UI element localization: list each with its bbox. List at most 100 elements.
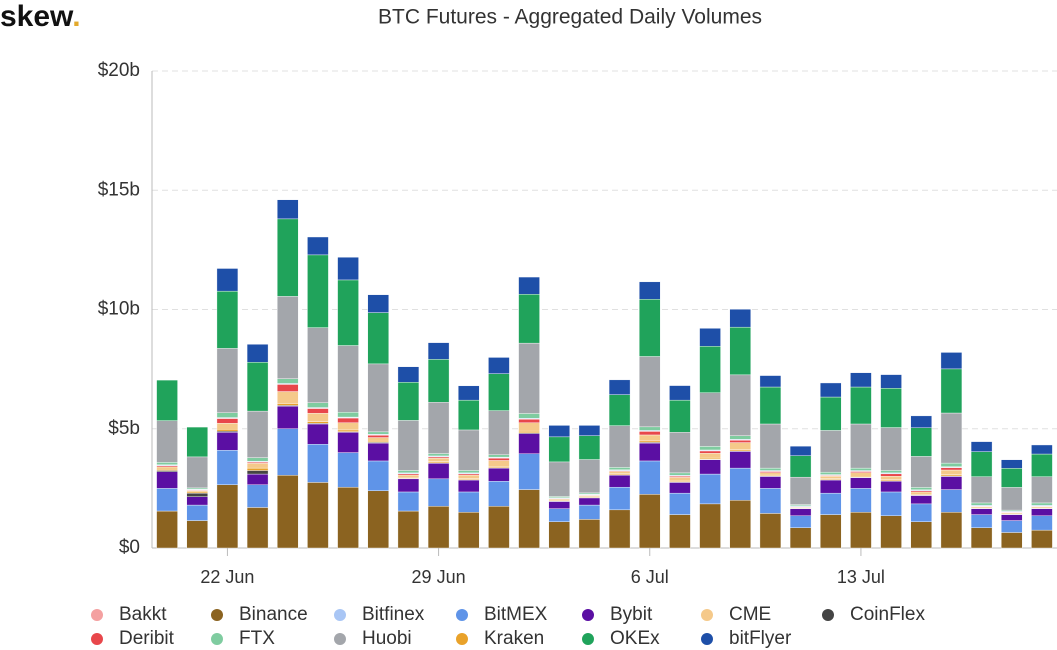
bar-segment bbox=[246, 344, 269, 363]
bar-segment bbox=[970, 502, 993, 506]
bar-segment bbox=[337, 417, 359, 423]
bar-segment bbox=[277, 199, 299, 220]
bar-segment bbox=[639, 356, 661, 428]
bar-segment bbox=[608, 509, 631, 549]
legend-label: Kraken bbox=[484, 628, 544, 649]
bar-segment bbox=[488, 373, 510, 411]
bar-segment bbox=[820, 476, 842, 479]
bar-segment bbox=[397, 382, 420, 421]
bar-segment bbox=[910, 487, 932, 491]
legend-label: OKEx bbox=[610, 628, 660, 649]
bar-segment bbox=[970, 441, 993, 452]
legend-item: bitFlyer bbox=[701, 628, 792, 649]
bar-segment bbox=[277, 384, 299, 392]
bar-segment bbox=[337, 452, 359, 488]
bar-segment bbox=[186, 520, 208, 549]
bar-segment bbox=[427, 342, 450, 360]
bar-segment bbox=[548, 461, 570, 497]
bar-segment bbox=[337, 486, 359, 549]
bar-segment bbox=[1031, 502, 1053, 506]
bar-segment bbox=[880, 515, 902, 549]
x-tick-label: 22 Jun bbox=[200, 567, 254, 587]
legend-marker bbox=[582, 633, 594, 645]
legend-label: Bitfinex bbox=[362, 604, 425, 625]
bar-segment bbox=[669, 432, 691, 474]
bar-segment bbox=[518, 342, 540, 414]
legend-item: CoinFlex bbox=[822, 604, 925, 625]
bar-segment bbox=[729, 467, 751, 501]
bar-segment bbox=[518, 430, 540, 434]
bar-segment bbox=[880, 491, 902, 517]
logo: skew. bbox=[0, 0, 81, 33]
bar-segment bbox=[548, 436, 570, 463]
legend-item: CME bbox=[701, 604, 771, 625]
bar-segment bbox=[518, 276, 540, 295]
bar-segment bbox=[639, 281, 661, 300]
bar-segment bbox=[397, 491, 420, 512]
bar-segment bbox=[277, 218, 299, 297]
bar-segment bbox=[940, 412, 963, 464]
bar-segment bbox=[608, 486, 631, 511]
bar-segment bbox=[216, 423, 239, 430]
bar-segment bbox=[307, 236, 329, 256]
bar-segment bbox=[307, 413, 329, 422]
bar-segment bbox=[880, 427, 902, 471]
legend-label: Bybit bbox=[610, 604, 653, 625]
bar-segment bbox=[367, 490, 389, 549]
bar-segment bbox=[729, 439, 751, 443]
bar-segment bbox=[427, 402, 450, 454]
bar-segment bbox=[759, 472, 782, 476]
bar-segment bbox=[820, 492, 842, 515]
bar-segment bbox=[850, 472, 872, 477]
bar-segment bbox=[639, 442, 661, 462]
bar-segment bbox=[427, 478, 450, 507]
bar-segment bbox=[246, 467, 269, 471]
legend-marker bbox=[91, 633, 103, 645]
bar-segment bbox=[367, 363, 389, 433]
bar-segment bbox=[639, 460, 661, 495]
bar-segment bbox=[277, 428, 299, 476]
bar-segment bbox=[458, 470, 480, 474]
bar-segment bbox=[156, 420, 178, 463]
bar-segment bbox=[639, 434, 661, 442]
bar-segment bbox=[820, 382, 842, 398]
bar-segment bbox=[397, 510, 420, 549]
bar-segment bbox=[337, 412, 359, 418]
bar-segment bbox=[910, 503, 932, 522]
bar-segment bbox=[216, 432, 239, 451]
legend-item: Deribit bbox=[91, 628, 175, 649]
legend-label: CME bbox=[729, 604, 771, 625]
bar-segment bbox=[970, 527, 993, 549]
bar-segment bbox=[789, 476, 812, 505]
bar-segment bbox=[759, 513, 782, 549]
legend-marker bbox=[211, 609, 223, 621]
bar-segment bbox=[820, 514, 842, 549]
bar-segment bbox=[1001, 532, 1023, 549]
bar-segment bbox=[669, 482, 691, 494]
bar-segment bbox=[578, 425, 601, 436]
bar-segment bbox=[970, 476, 993, 504]
legend-item: Huobi bbox=[334, 628, 412, 649]
bar-segment bbox=[880, 473, 902, 477]
bar-segment bbox=[367, 437, 389, 442]
bar-segment bbox=[850, 467, 872, 471]
bar-segment bbox=[699, 453, 721, 459]
bar-segment bbox=[246, 484, 269, 508]
bar-segment bbox=[669, 492, 691, 515]
bar-segment bbox=[1001, 468, 1023, 488]
bar-segment bbox=[307, 402, 329, 408]
bar-segment bbox=[970, 451, 993, 477]
bar-segment bbox=[699, 473, 721, 505]
bar-segment bbox=[488, 357, 510, 374]
bar-segment bbox=[246, 463, 269, 469]
bar-segment bbox=[1031, 508, 1053, 517]
y-tick-label: $0 bbox=[119, 537, 140, 558]
legend-label: Binance bbox=[239, 604, 308, 625]
bar-segment bbox=[910, 415, 932, 428]
bar-segment bbox=[940, 469, 963, 475]
bar-segment bbox=[1031, 453, 1053, 477]
y-tick-label: $5b bbox=[108, 418, 140, 439]
bar-segment bbox=[216, 418, 239, 424]
legend-marker bbox=[822, 609, 834, 621]
